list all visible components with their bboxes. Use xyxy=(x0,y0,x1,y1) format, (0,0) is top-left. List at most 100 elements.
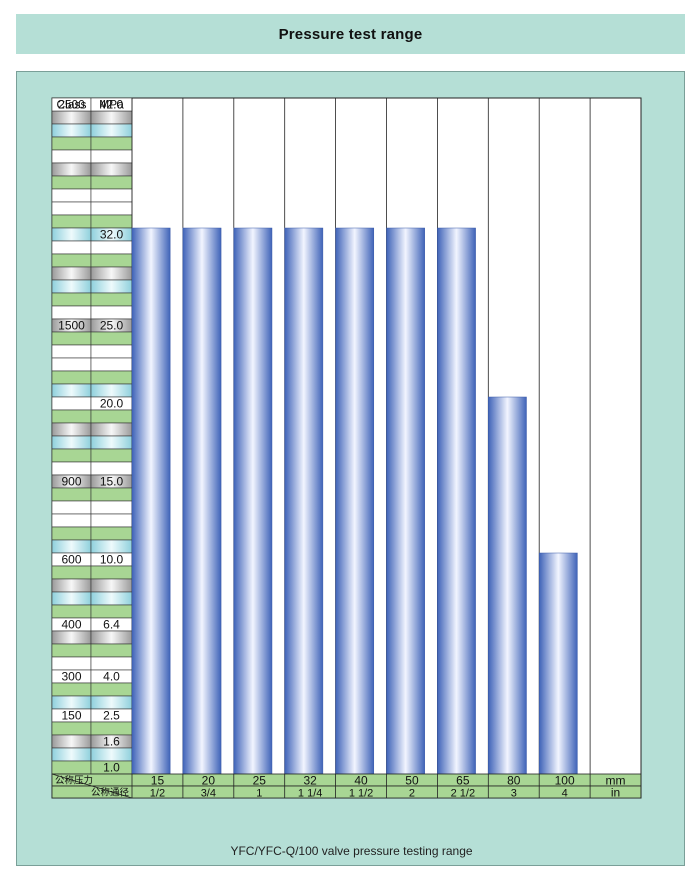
scale-mpa-cell xyxy=(90,591,133,606)
scale-class-cell xyxy=(51,526,92,541)
scale-mpa-cell xyxy=(90,604,133,619)
scale-mpa-cell xyxy=(90,175,133,190)
scale-class-cell xyxy=(51,747,92,762)
scale-class-cell xyxy=(51,344,92,359)
scale-class-cell xyxy=(51,201,92,216)
bar xyxy=(182,227,222,775)
scale-mpa-cell xyxy=(90,513,133,528)
scale-mpa-cell xyxy=(90,643,133,658)
scale-mpa-cell xyxy=(90,656,133,671)
x-tick-in: 3 xyxy=(511,788,517,800)
x-tick-in: 2 xyxy=(409,788,415,800)
footer-in-row xyxy=(51,785,642,799)
scale-class-label: 900 xyxy=(61,475,81,489)
scale-class-cell xyxy=(51,513,92,528)
scale-class-cell xyxy=(51,266,92,281)
scale-class-cell xyxy=(51,461,92,476)
scale-mpa-cell xyxy=(90,565,133,580)
scale-class-label: 600 xyxy=(61,553,81,567)
scale-class-cell xyxy=(51,279,92,294)
scale-mpa-cell xyxy=(90,292,133,307)
page-title: Pressure test range xyxy=(278,25,423,43)
scale-class-cell xyxy=(51,357,92,372)
scale-mpa-label: 25.0 xyxy=(100,319,124,333)
scale-class-cell xyxy=(51,435,92,450)
scale-mpa-cell xyxy=(90,383,133,398)
x-tick-mm: 15 xyxy=(151,774,165,788)
scale-class-cell xyxy=(51,175,92,190)
scale-mpa-cell xyxy=(90,240,133,255)
scale-class-cell xyxy=(51,422,92,437)
scale-mpa-cell xyxy=(90,305,133,320)
scale-mpa-cell xyxy=(90,344,133,359)
x-tick-mm: 25 xyxy=(253,774,267,788)
scale-class-cell xyxy=(51,110,92,125)
scale-class-cell xyxy=(51,656,92,671)
footer-pressure-label: 公称压力 xyxy=(55,775,93,787)
scale-mpa-cell xyxy=(90,409,133,424)
x-tick-in: 1 xyxy=(256,788,262,800)
scale-class-label: 300 xyxy=(61,670,81,684)
scale-class-cell xyxy=(51,136,92,151)
scale-class-cell xyxy=(51,409,92,424)
bar xyxy=(131,227,171,775)
x-tick-in: 3/4 xyxy=(201,788,216,800)
scale-mpa-cell xyxy=(90,435,133,450)
x-tick-mm: 65 xyxy=(456,774,470,788)
scale-class-cell xyxy=(51,162,92,177)
scale-class-cell xyxy=(51,370,92,385)
x-tick-in: 2 1/2 xyxy=(451,788,475,800)
scale-class-cell xyxy=(51,500,92,515)
scale-class-cell xyxy=(51,565,92,580)
scale-class-cell xyxy=(51,604,92,619)
scale-mpa-cell xyxy=(90,422,133,437)
scale-mpa-cell xyxy=(90,253,133,268)
x-tick-mm: 100 xyxy=(555,774,575,788)
scale-class-cell xyxy=(51,760,92,775)
scale-class-cell xyxy=(51,682,92,697)
scale-class-label: 150 xyxy=(61,709,81,723)
scale-mpa-label: 6.4 xyxy=(103,618,120,632)
scale-mpa-cell xyxy=(90,526,133,541)
scale-mpa-cell xyxy=(90,539,133,554)
scale-class-cell xyxy=(51,721,92,736)
scale-mpa-cell xyxy=(90,162,133,177)
scale-mpa-cell xyxy=(90,214,133,229)
scale-mpa-label: 1.0 xyxy=(103,761,120,775)
scale-class-cell xyxy=(51,643,92,658)
scale-mpa-cell xyxy=(90,578,133,593)
scale-mpa-label: 2.5 xyxy=(103,709,120,723)
scale-mpa-label: 15.0 xyxy=(100,475,124,489)
bar xyxy=(233,227,273,775)
scale-mpa-cell xyxy=(90,266,133,281)
bar xyxy=(284,227,324,775)
scale-class-cell xyxy=(51,292,92,307)
unit-mm-label: mm xyxy=(606,774,626,788)
scale-class-cell xyxy=(51,591,92,606)
scale-mpa-cell xyxy=(90,682,133,697)
bar xyxy=(335,227,375,775)
bar xyxy=(386,227,425,775)
scale-mpa-cell xyxy=(90,461,133,476)
scale-header-class: Class xyxy=(56,98,86,112)
scale-mpa-label: 42.0 xyxy=(100,98,124,112)
scale-mpa-cell xyxy=(90,110,133,125)
x-tick-in: 4 xyxy=(562,788,568,800)
scale-mpa-cell xyxy=(90,331,133,346)
unit-in-label: in xyxy=(611,786,620,800)
scale-class-cell xyxy=(51,227,92,242)
footer-mm-row xyxy=(51,773,642,787)
pressure-chart: Class MPa 2500 42.0 32.0 1500 25.0 20.0 900 15.0 6… xyxy=(51,97,642,800)
title-bar: Pressure test range xyxy=(16,14,685,54)
x-tick-mm: 50 xyxy=(405,774,419,788)
x-tick-in: 1/2 xyxy=(150,788,165,800)
scale-class-cell xyxy=(51,331,92,346)
scale-mpa-cell xyxy=(90,149,133,164)
footer-diameter-label: 公称通径 xyxy=(91,787,130,799)
scale-mpa-label: 1.6 xyxy=(103,735,120,749)
scale-class-cell xyxy=(51,448,92,463)
scale-class-cell xyxy=(51,383,92,398)
scale-mpa-cell xyxy=(90,357,133,372)
scale-mpa-label: 4.0 xyxy=(103,670,120,684)
x-tick-mm: 32 xyxy=(303,774,317,788)
